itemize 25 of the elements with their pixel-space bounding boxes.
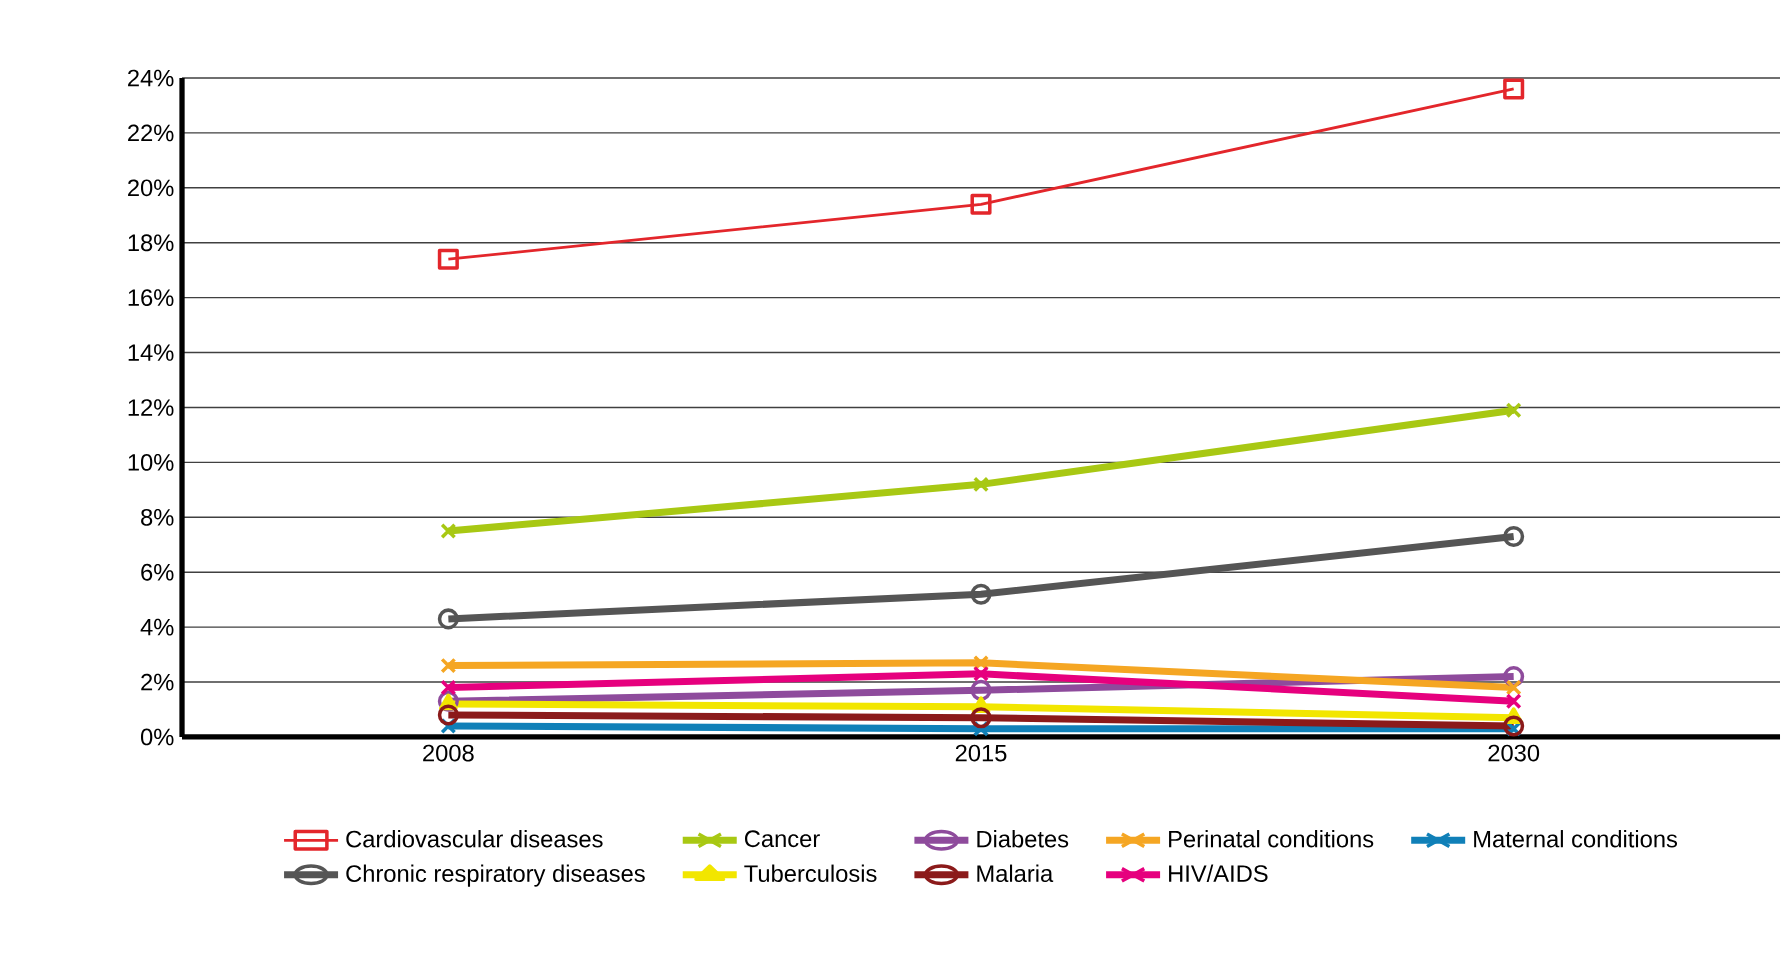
legend-label: Malaria <box>977 864 1054 882</box>
y-tick-label: 10% <box>128 454 174 471</box>
legend-label: Tuberculosis <box>744 864 877 882</box>
legend-label: HIV/AIDS <box>1169 864 1268 882</box>
y-tick-label: 4% <box>140 618 174 636</box>
legend-label: Maternal conditions <box>1474 830 1678 848</box>
y-tick-label: 18% <box>128 234 174 252</box>
legend-label: Chronic respiratory diseases <box>346 864 645 887</box>
y-tick-label: 6% <box>141 563 174 581</box>
x-tick-label: 2008 <box>423 744 474 762</box>
x-tick-label: 2030 <box>1488 744 1540 762</box>
y-tick-label: 8% <box>141 508 174 526</box>
y-tick-label: 24% <box>128 69 174 87</box>
y-tick-label: 0% <box>140 728 174 746</box>
y-tick-label: 2% <box>141 673 174 691</box>
y-tick-label: 20% <box>128 179 174 197</box>
y-tick-label: 14% <box>128 344 174 361</box>
legend-label: Perinatal conditions <box>1169 830 1374 848</box>
y-tick-label: 12% <box>128 399 174 416</box>
legend-label: Cardiovascular diseases <box>346 830 603 848</box>
y-tick-label: 16% <box>128 289 174 307</box>
legend-label: Cancer <box>744 830 820 848</box>
legend-label: Diabetes <box>977 830 1069 848</box>
y-tick-label: 22% <box>128 124 174 142</box>
x-tick-label: 2015 <box>955 744 1007 762</box>
